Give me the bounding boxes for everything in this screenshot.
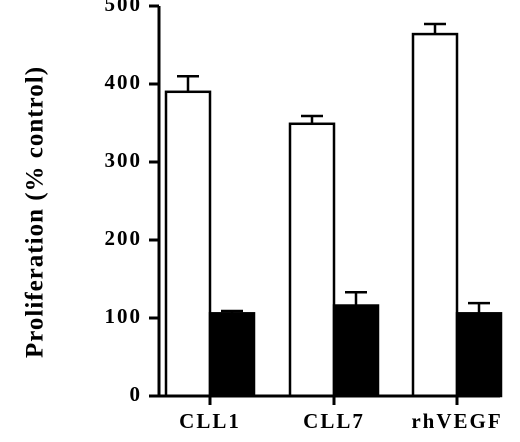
white-bar-cll7 — [288, 122, 336, 398]
y-axis-ticks: 0 100 200 300 400 500 — [105, 0, 159, 406]
y-tick-label: 200 — [105, 226, 143, 250]
y-tick-label: 400 — [105, 70, 143, 94]
white-bar-rhvegf — [411, 32, 459, 398]
black-bar-rhvegf — [455, 312, 503, 398]
y-tick-label: 0 — [130, 382, 143, 406]
y-axis-title: Proliferation (% control) — [22, 66, 49, 358]
x-axis-categories: CLL1 CLL7 rhVEGF — [179, 396, 502, 433]
y-tick-label: 300 — [105, 148, 143, 172]
y-tick-label: 100 — [105, 304, 143, 328]
x-category-label: CLL7 — [303, 409, 365, 433]
bars — [164, 22, 503, 398]
x-category-label: rhVEGF — [411, 409, 502, 433]
black-bar-cll7 — [332, 304, 380, 398]
white-bar-cll1 — [164, 90, 212, 398]
black-bar-cll1 — [208, 312, 256, 398]
y-tick-label: 500 — [105, 0, 143, 16]
x-category-label: CLL1 — [179, 409, 241, 433]
